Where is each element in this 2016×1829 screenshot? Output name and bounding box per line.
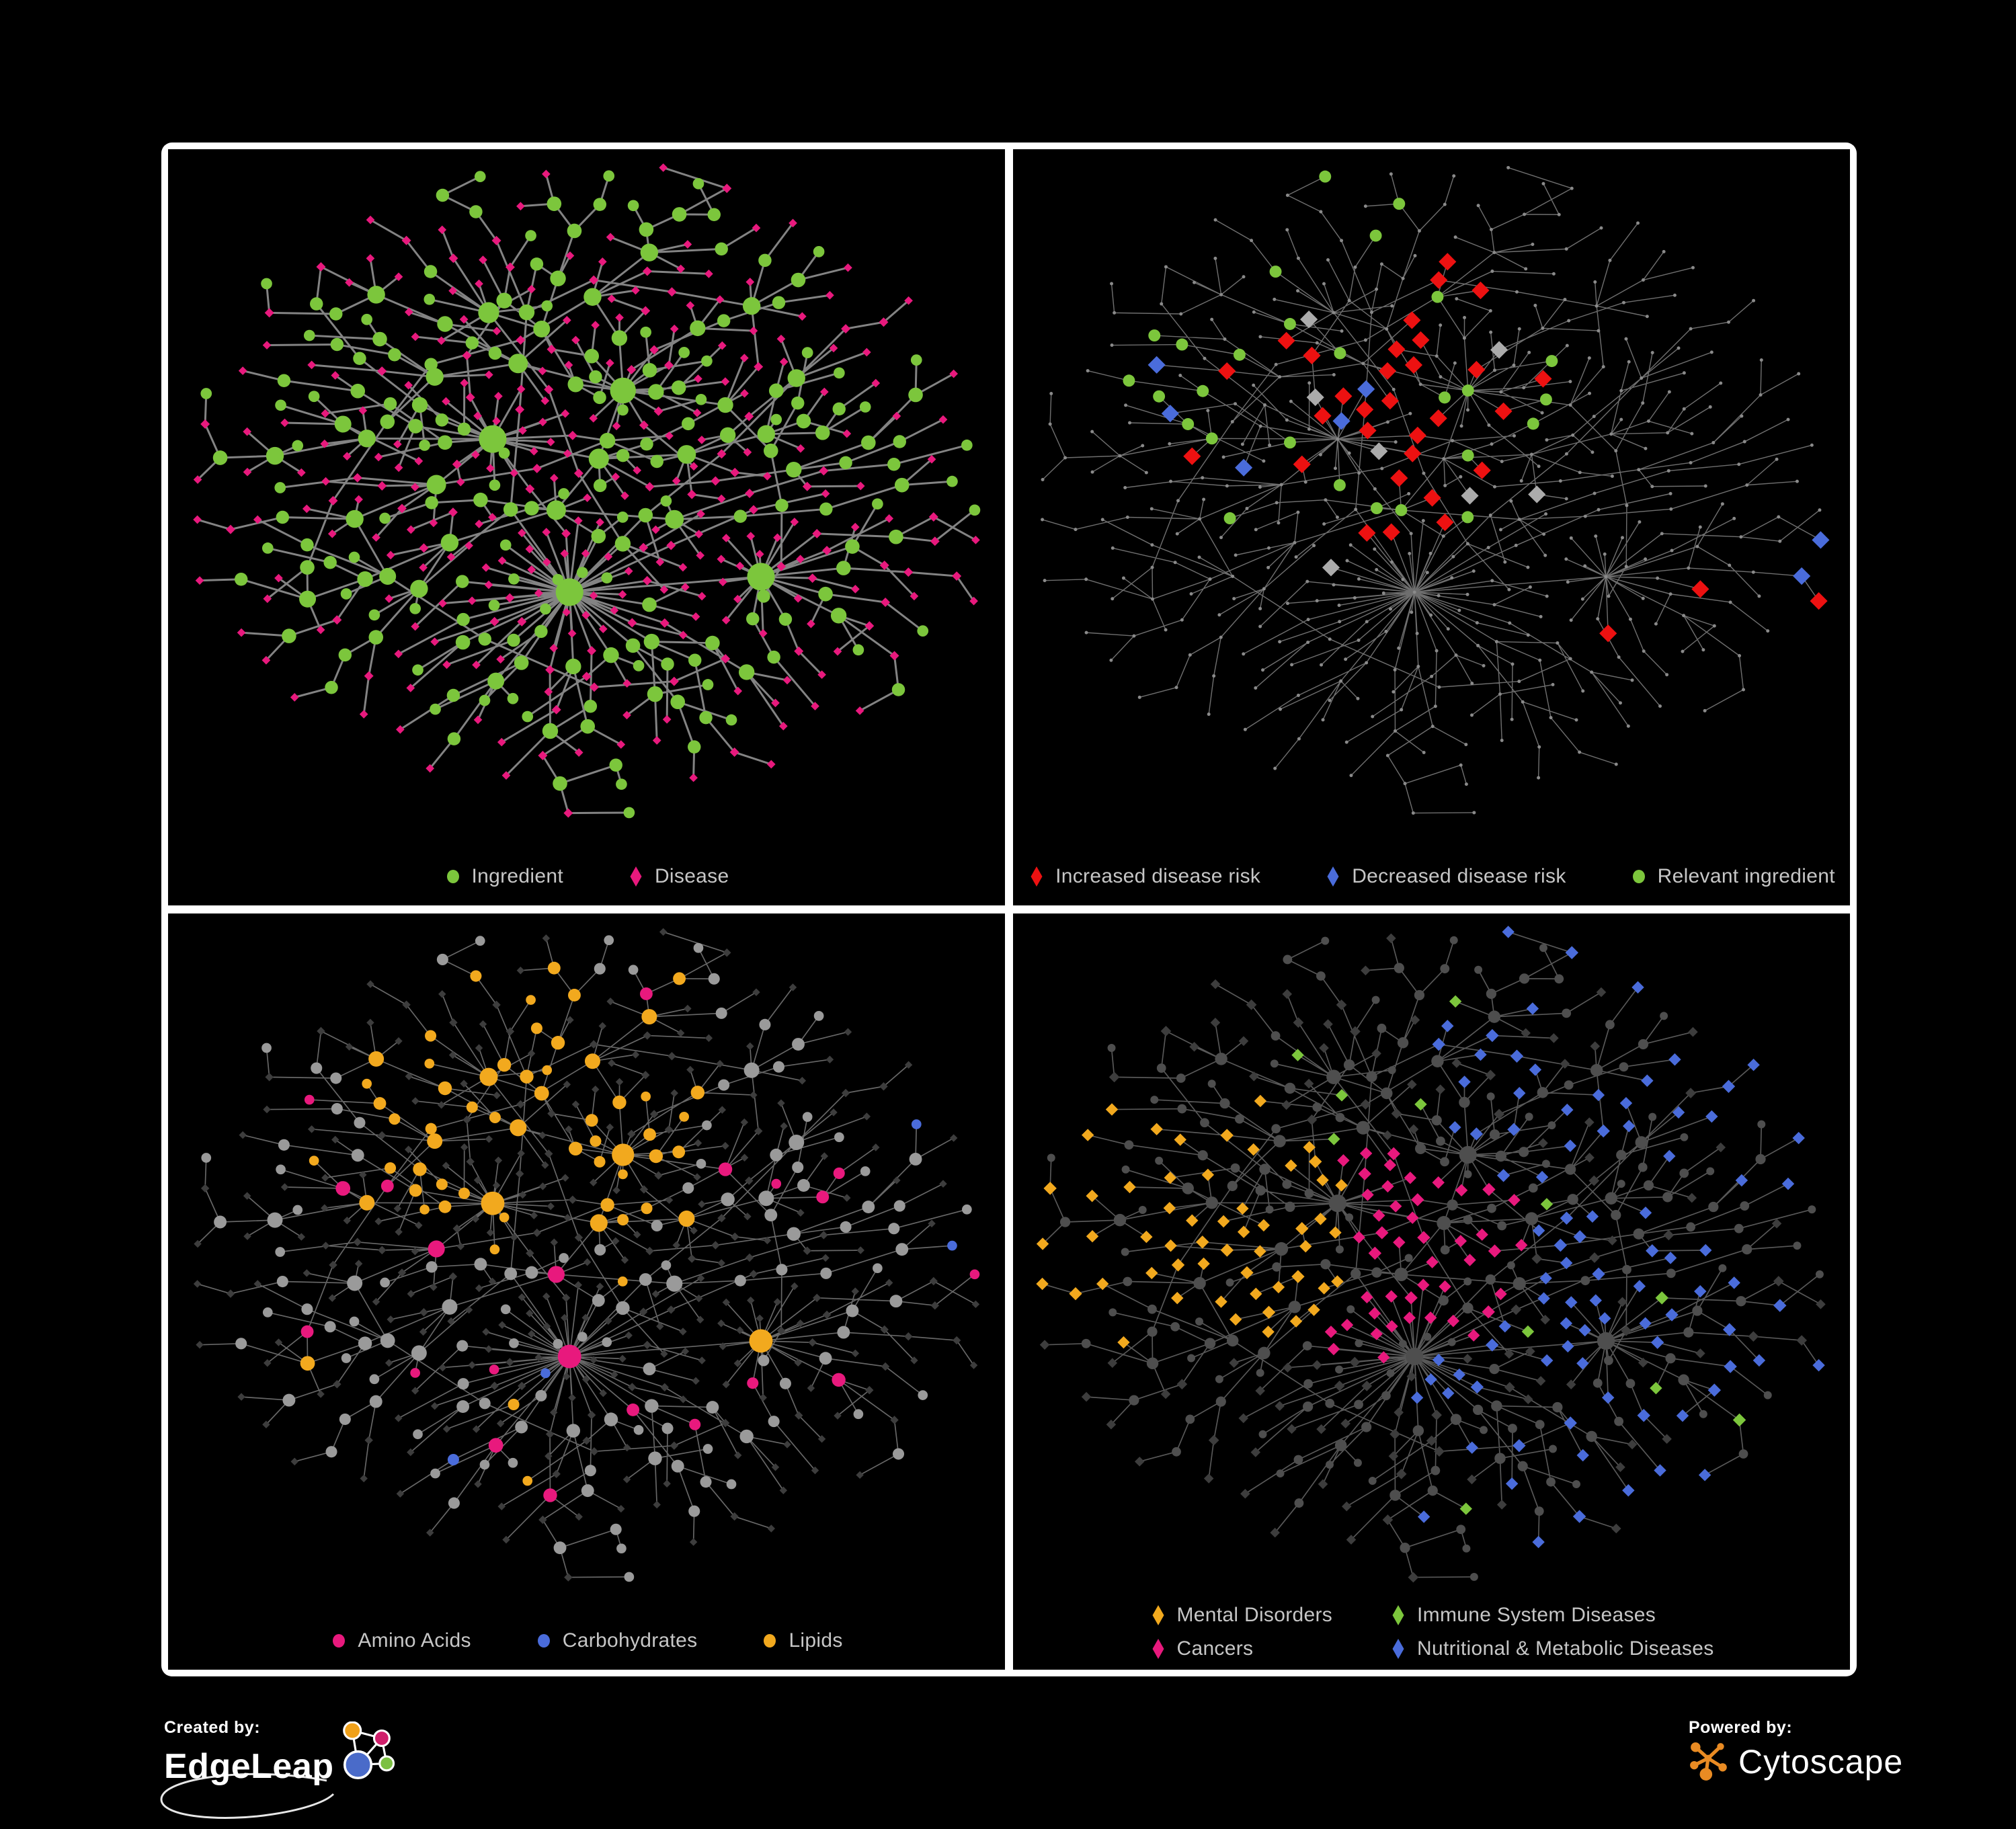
network-graph-disease-risk bbox=[1041, 165, 1830, 815]
edgeleap-logo: EdgeLeap bbox=[160, 1721, 401, 1819]
legend-label: Cancers bbox=[1176, 1637, 1254, 1660]
legend-disease-risk: Increased disease risk Decreased disease … bbox=[1013, 865, 1850, 888]
panel-disease-categories: Mental Disorders Immune System Diseases Ca… bbox=[1013, 913, 1850, 1670]
cytoscape-logo-text: Cytoscape bbox=[1738, 1743, 1904, 1781]
panel-nutrient-classes: Amino Acids Carbohydrates Lipids bbox=[168, 913, 1005, 1670]
panel-ingredient-disease: Ingredient Disease bbox=[168, 149, 1005, 905]
edges-layer bbox=[197, 931, 976, 1578]
circle-marker bbox=[333, 1634, 346, 1648]
network-graph-ingredient-disease bbox=[193, 163, 981, 819]
legend-item: Cancers bbox=[1150, 1637, 1333, 1660]
cytoscape-credit: Powered by: Cytosc bbox=[1689, 1718, 1903, 1783]
network-graph-nutrient-classes bbox=[193, 928, 980, 1582]
legend-item: Lipids bbox=[761, 1629, 842, 1652]
legend-item: Relevant ingredient bbox=[1630, 865, 1835, 888]
legend-item: Ingredient bbox=[444, 865, 563, 888]
created-by-label: Created by: bbox=[164, 1718, 261, 1737]
legend-disease-categories: Mental Disorders Immune System Diseases Ca… bbox=[1013, 1604, 1850, 1660]
diamond-marker bbox=[1152, 1605, 1164, 1625]
circle-marker bbox=[1632, 870, 1645, 883]
circle-marker bbox=[764, 1634, 776, 1648]
diamond-marker bbox=[1327, 866, 1339, 887]
legend-item: Immune System Diseases bbox=[1389, 1604, 1713, 1627]
legend-label: Immune System Diseases bbox=[1417, 1604, 1656, 1626]
diamond-marker bbox=[1031, 866, 1043, 887]
legend-label: Decreased disease risk bbox=[1352, 865, 1566, 887]
legend-item: Decreased disease risk bbox=[1324, 865, 1566, 888]
legend-label: Ingredient bbox=[471, 865, 563, 887]
edgeleap-logo-text: EdgeLeap bbox=[164, 1747, 334, 1786]
circle-marker bbox=[446, 870, 459, 883]
highlight-layer bbox=[1036, 926, 1825, 1549]
network-graph-disease-categories bbox=[1036, 926, 1826, 1583]
network-grid: Ingredient Disease Increased disease risk… bbox=[161, 143, 1857, 1676]
edges-layer bbox=[197, 167, 977, 815]
cytoscape-logo: Cytoscape bbox=[1689, 1740, 1903, 1783]
diamond-marker bbox=[1392, 1639, 1404, 1659]
edgeleap-network-icon bbox=[342, 1721, 395, 1780]
nodes-layer bbox=[193, 928, 980, 1582]
diamond-marker bbox=[1152, 1639, 1164, 1659]
legend-item: Carbohydrates bbox=[535, 1629, 698, 1652]
panel-disease-risk: Increased disease risk Decreased disease … bbox=[1013, 149, 1850, 905]
legend-label: Mental Disorders bbox=[1176, 1604, 1333, 1626]
legend-label: Relevant ingredient bbox=[1657, 865, 1835, 887]
legend-item: Nutritional & Metabolic Diseases bbox=[1389, 1637, 1713, 1660]
legend-label: Nutritional & Metabolic Diseases bbox=[1417, 1637, 1714, 1660]
legend-label: Carbohydrates bbox=[562, 1629, 698, 1652]
legend-label: Amino Acids bbox=[358, 1629, 471, 1652]
legend-item: Disease bbox=[627, 865, 729, 888]
nodes-layer bbox=[1039, 933, 1826, 1583]
diamond-marker bbox=[1392, 1605, 1404, 1625]
legend-item: Increased disease risk bbox=[1028, 865, 1260, 888]
legend-label: Disease bbox=[654, 865, 729, 887]
diamond-marker bbox=[630, 866, 642, 887]
cytoscape-network-icon bbox=[1690, 1742, 1727, 1781]
legend-label: Increased disease risk bbox=[1055, 865, 1261, 887]
legend-nutrient-classes: Amino Acids Carbohydrates Lipids bbox=[168, 1629, 1005, 1652]
edgeleap-credit: Created by: EdgeLeap bbox=[160, 1718, 401, 1819]
legend-item: Mental Disorders bbox=[1150, 1604, 1333, 1627]
legend-ingredient-disease: Ingredient Disease bbox=[168, 865, 1005, 888]
circle-marker bbox=[537, 1634, 550, 1648]
legend-label: Lipids bbox=[789, 1629, 843, 1652]
highlight-layer bbox=[1123, 170, 1830, 643]
powered-by-label: Powered by: bbox=[1689, 1718, 1793, 1737]
nodes-layer bbox=[193, 163, 981, 819]
legend-item: Amino Acids bbox=[330, 1629, 471, 1652]
